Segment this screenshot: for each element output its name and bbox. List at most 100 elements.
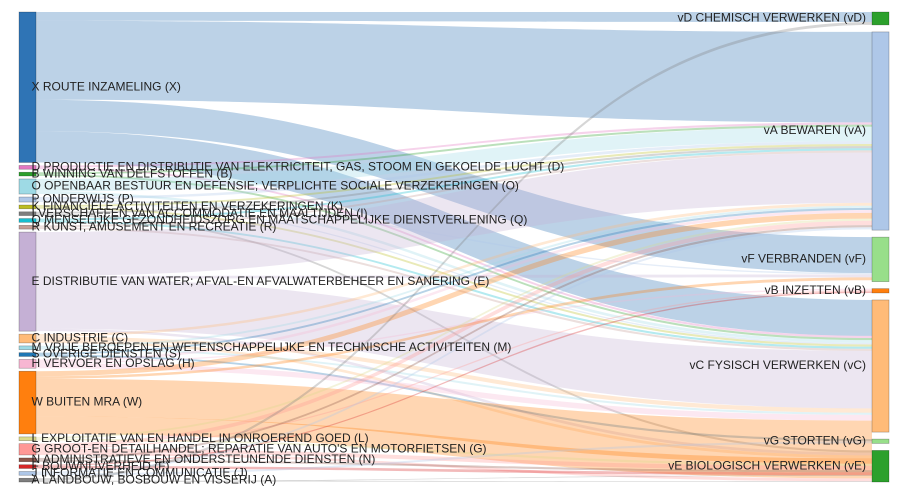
link-n-to-vc[interactable] <box>36 459 872 473</box>
link-e-to-vc[interactable] <box>36 278 872 409</box>
node-label-e: E DISTRIBUTIE VAN WATER; AFVAL-EN AFVALW… <box>32 274 490 288</box>
link-c-to-ve[interactable] <box>36 340 872 459</box>
link-h-to-va[interactable] <box>36 210 872 362</box>
link-m-to-vc[interactable] <box>36 347 872 415</box>
link-e-to-ve[interactable] <box>36 328 872 456</box>
link-x-to-vd[interactable] <box>36 12 872 23</box>
node-label-vc: vC FYSISCH VERWERKEN (vC) <box>690 358 866 372</box>
link-m-to-va[interactable] <box>36 205 872 348</box>
link-e-to-vf[interactable] <box>36 274 872 279</box>
node-vb[interactable] <box>871 288 890 294</box>
node-j[interactable] <box>18 471 37 476</box>
node-label-vg: vG STORTEN (vG) <box>764 433 866 447</box>
node-e[interactable] <box>18 231 37 332</box>
link-w-to-ve[interactable] <box>36 416 872 479</box>
link-c-to-vc[interactable] <box>36 336 872 413</box>
link-p-to-va[interactable] <box>36 141 872 200</box>
node-label-o: O OPENBAAR BESTUUR EN DEFENSIE; VERPLICH… <box>32 179 519 193</box>
node-f[interactable] <box>18 464 37 469</box>
node-label-p: P ONDERWIJS (P) <box>32 192 134 206</box>
link-g-to-va[interactable] <box>36 220 872 448</box>
link-j-to-va[interactable] <box>36 227 872 474</box>
node-k[interactable] <box>18 204 37 210</box>
node-o[interactable] <box>18 178 37 195</box>
node-n[interactable] <box>18 457 37 463</box>
node-b[interactable] <box>18 171 37 177</box>
link-f-to-vb[interactable] <box>36 291 872 466</box>
node-label-a: A LANDBOUW, BOSBOUW EN VISSERIJ (A) <box>32 472 277 486</box>
link-q-to-vc[interactable] <box>36 220 872 349</box>
link-i-to-va[interactable] <box>36 146 872 214</box>
node-label-q: Q MENSELIJKE GEZONDHEIDSZORG EN MAATSCHA… <box>32 213 528 227</box>
link-f-to-vc[interactable] <box>36 465 872 476</box>
node-p[interactable] <box>18 196 37 203</box>
link-s-to-va[interactable] <box>36 207 872 355</box>
node-vc[interactable] <box>871 299 890 433</box>
node-w[interactable] <box>18 370 37 435</box>
link-x-to-vc[interactable] <box>36 131 872 336</box>
node-vf[interactable] <box>871 236 890 282</box>
link-n-to-va[interactable] <box>36 225 872 460</box>
node-x[interactable] <box>18 11 37 163</box>
link-k-to-va[interactable] <box>36 143 872 207</box>
node-ve[interactable] <box>871 450 890 483</box>
node-va[interactable] <box>871 31 890 231</box>
node-label-b: B WINNING VAN DELFSTOFFEN (B) <box>32 166 233 180</box>
link-x-to-vf[interactable] <box>36 99 872 274</box>
link-r-to-va[interactable] <box>36 150 872 228</box>
link-r-to-vc[interactable] <box>36 227 872 351</box>
node-label-vf: vF VERBRANDEN (vF) <box>741 252 866 266</box>
link-l-to-vc[interactable] <box>36 438 872 466</box>
link-a-to-vd[interactable] <box>36 22 872 481</box>
link-q-to-va[interactable] <box>36 148 872 221</box>
node-q[interactable] <box>18 218 37 223</box>
node-d[interactable] <box>18 165 37 170</box>
link-o-to-vc[interactable] <box>36 191 872 344</box>
node-s[interactable] <box>18 352 37 357</box>
node-vd[interactable] <box>871 11 890 26</box>
link-b-to-va[interactable] <box>36 124 872 175</box>
link-h-to-vc[interactable] <box>36 363 872 421</box>
node-r[interactable] <box>18 225 37 230</box>
node-label-vb: vB INZETTEN (vB) <box>765 283 866 297</box>
link-d-to-vc[interactable] <box>36 167 872 339</box>
node-label-x: X ROUTE INZAMELING (X) <box>32 79 181 93</box>
node-g[interactable] <box>18 443 37 456</box>
links-layer <box>36 12 872 482</box>
node-label-ve: vE BIOLOGISCH VERWERKEN (vE) <box>668 458 866 472</box>
link-g-to-vc[interactable] <box>36 448 872 471</box>
link-g-to-ve[interactable] <box>36 452 872 482</box>
node-l[interactable] <box>18 436 37 441</box>
link-w-to-va[interactable] <box>36 212 872 377</box>
link-s-to-vg[interactable] <box>36 354 872 442</box>
link-j-to-vg[interactable] <box>36 441 872 476</box>
node-m[interactable] <box>18 345 37 350</box>
link-w-to-vc[interactable] <box>36 378 872 464</box>
node-i[interactable] <box>18 211 37 216</box>
link-o-to-va[interactable] <box>36 126 872 192</box>
link-p-to-vf[interactable] <box>36 199 872 275</box>
link-p-to-vc[interactable] <box>36 200 872 345</box>
link-d-to-va[interactable] <box>36 122 872 168</box>
node-label-l: L EXPLOITATIE VAN EN HANDEL IN ONROEREND… <box>32 431 369 445</box>
link-a-to-vc[interactable] <box>36 475 872 482</box>
link-g-to-vb[interactable] <box>36 290 872 449</box>
link-k-to-vc[interactable] <box>36 206 872 347</box>
link-b-to-vc[interactable] <box>36 174 872 341</box>
node-vg[interactable] <box>871 438 890 444</box>
node-h[interactable] <box>18 359 37 369</box>
link-w-to-vf[interactable] <box>36 277 872 379</box>
link-x-to-va[interactable] <box>36 20 872 123</box>
node-label-j: J INFORMATIE EN COMMUNICATIE (J) <box>32 466 248 480</box>
link-l-to-va[interactable] <box>36 218 872 439</box>
labels-layer: X ROUTE INZAMELING (X) D PRODUCTIE EN DIS… <box>32 11 867 487</box>
link-h-to-vb[interactable] <box>36 288 872 364</box>
link-e-to-va[interactable] <box>36 152 872 276</box>
node-label-s: S OVERIGE DIENSTEN (S) <box>32 347 181 361</box>
link-c-to-va[interactable] <box>36 202 872 337</box>
link-i-to-ve[interactable] <box>36 213 872 453</box>
link-a-to-ve[interactable] <box>36 480 872 482</box>
node-a[interactable] <box>18 477 37 483</box>
node-c[interactable] <box>18 333 37 344</box>
